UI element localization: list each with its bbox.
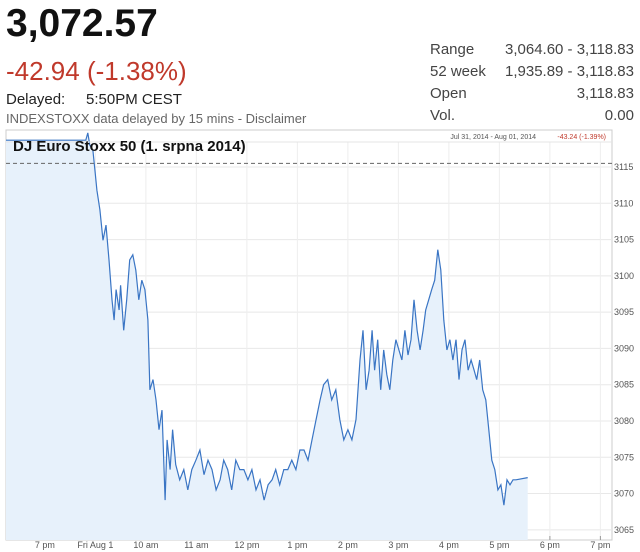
y-tick-label: 3070 <box>614 489 634 499</box>
y-tick-label: 3090 <box>614 343 634 353</box>
source-note: INDEXSTOXX data delayed by 15 mins - Dis… <box>6 111 307 126</box>
x-tick-label: 6 pm <box>540 540 560 550</box>
x-tick-label: Fri Aug 1 <box>77 540 113 550</box>
chart-title: DJ Euro Stoxx 50 (1. srpna 2014) <box>13 138 246 155</box>
stat-label: Range <box>430 41 475 58</box>
x-tick-label: 10 am <box>133 540 158 550</box>
y-tick-label: 3065 <box>614 525 634 535</box>
stat-label: Vol. <box>430 107 456 124</box>
y-tick-label: 3105 <box>614 235 634 245</box>
x-tick-label: 12 pm <box>234 540 259 550</box>
x-tick-label: 11 am <box>184 540 208 550</box>
y-tick-label: 3075 <box>614 452 634 462</box>
y-tick-label: 3100 <box>614 271 634 281</box>
stat-value: 3,064.60 - 3,118.83 <box>505 41 634 58</box>
stat-value: 1,935.89 - 3,118.83 <box>505 63 634 80</box>
chart-subtitle: Jul 31, 2014 - Aug 01, 2014 <box>450 134 536 141</box>
chart-change: -43.24 (-1.39%) <box>557 134 606 141</box>
stat-label: 52 week <box>430 63 486 80</box>
x-tick-label: 1 pm <box>287 540 307 550</box>
x-tick-label: 7 pm <box>590 540 610 550</box>
price: 3,072.57 <box>6 2 158 45</box>
price-line <box>6 132 528 506</box>
y-tick-label: 3110 <box>614 198 633 208</box>
area <box>6 132 528 540</box>
y-tick-label: 3080 <box>614 416 634 426</box>
x-tick-label: 3 pm <box>388 540 408 550</box>
x-tick-label: 4 pm <box>439 540 459 550</box>
stat-value: 3,118.83 <box>576 85 634 102</box>
y-tick-label: 3085 <box>614 380 634 390</box>
x-tick-label: 2 pm <box>338 540 358 550</box>
stat-value: 0.00 <box>604 107 634 124</box>
x-tick-label: 7 pm <box>35 540 55 550</box>
price-change: -42.94 (-1.38%) <box>6 56 187 86</box>
stat-label: Open <box>430 85 467 102</box>
delayed-time: 5:50PM CEST <box>86 91 182 108</box>
x-tick-label: 5 pm <box>489 540 509 550</box>
delayed-label: Delayed: <box>6 91 66 108</box>
y-tick-label: 3115 <box>614 162 633 172</box>
y-tick-label: 3095 <box>614 307 634 317</box>
